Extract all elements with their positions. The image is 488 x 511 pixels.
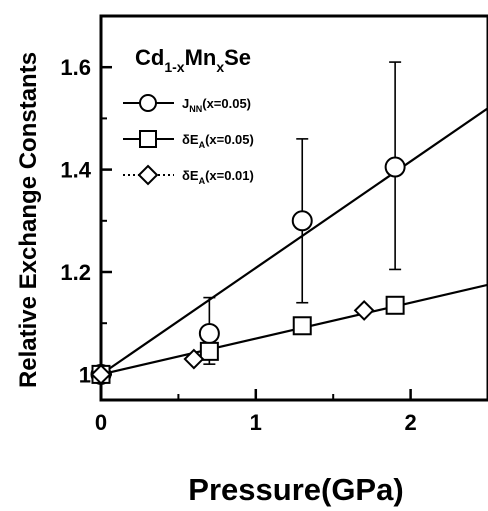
x-tick-label: 1 — [250, 410, 262, 435]
legend-de005-suffix: (x=0.05) — [205, 132, 254, 147]
circle-marker — [198, 322, 220, 344]
compound-end: Se — [224, 45, 251, 70]
diamond-marker — [183, 348, 205, 370]
legend-de005-prefix: δE — [182, 132, 199, 147]
square-marker — [385, 295, 405, 315]
legend-marker-circle — [139, 94, 157, 112]
legend-marker-diamond — [137, 164, 159, 186]
compound-sub2: x — [216, 59, 224, 75]
fit-line-series-0 — [100, 107, 488, 376]
y-tick-label: 1 — [79, 362, 91, 387]
legend-label-de005: δEA(x=0.05) — [182, 132, 254, 150]
legend-label-jnn: JNN(x=0.05) — [182, 96, 251, 114]
y-tick-label: 1.4 — [60, 158, 91, 183]
square-marker — [292, 316, 312, 336]
compound-annotation: Cd1-xMnxSe — [135, 45, 251, 75]
x-axis-ticks: 0 1 2 — [95, 389, 417, 435]
legend-de001-suffix: (x=0.01) — [205, 168, 254, 183]
y-axis-ticks: 1 1.2 1.4 1.6 — [60, 55, 112, 387]
legend-jnn-prefix: J — [182, 96, 189, 111]
diamond-marker — [90, 363, 112, 385]
legend-de001-sub: A — [199, 176, 206, 186]
compound-base: Cd — [135, 45, 164, 70]
circle-marker — [291, 210, 313, 232]
legend-jnn-suffix: (x=0.05) — [202, 96, 251, 111]
y-tick-label: 1.6 — [60, 55, 91, 80]
compound-mid: Mn — [185, 45, 217, 70]
series-layer — [90, 61, 488, 385]
square-marker — [199, 341, 219, 361]
x-axis-label: Pressure(GPa) — [188, 472, 403, 507]
x-tick-label: 0 — [95, 410, 107, 435]
legend-de005-sub: A — [199, 140, 206, 150]
legend-label-de001: δEA(x=0.01) — [182, 168, 254, 186]
diamond-marker — [353, 299, 375, 321]
y-axis-label: Relative Exchange Constants — [15, 52, 42, 388]
plot-frame — [99, 14, 488, 402]
x-tick-label: 2 — [404, 410, 416, 435]
compound-sub1: 1-x — [164, 59, 184, 75]
legend-jnn-sub: NN — [189, 104, 202, 114]
legend-marker-square — [139, 130, 157, 148]
circle-marker — [384, 156, 406, 178]
y-tick-label: 1.2 — [60, 260, 91, 285]
legend: JNN(x=0.05) δEA(x=0.05) δEA(x=0.01) — [123, 94, 254, 186]
legend-de001-prefix: δE — [182, 168, 199, 183]
